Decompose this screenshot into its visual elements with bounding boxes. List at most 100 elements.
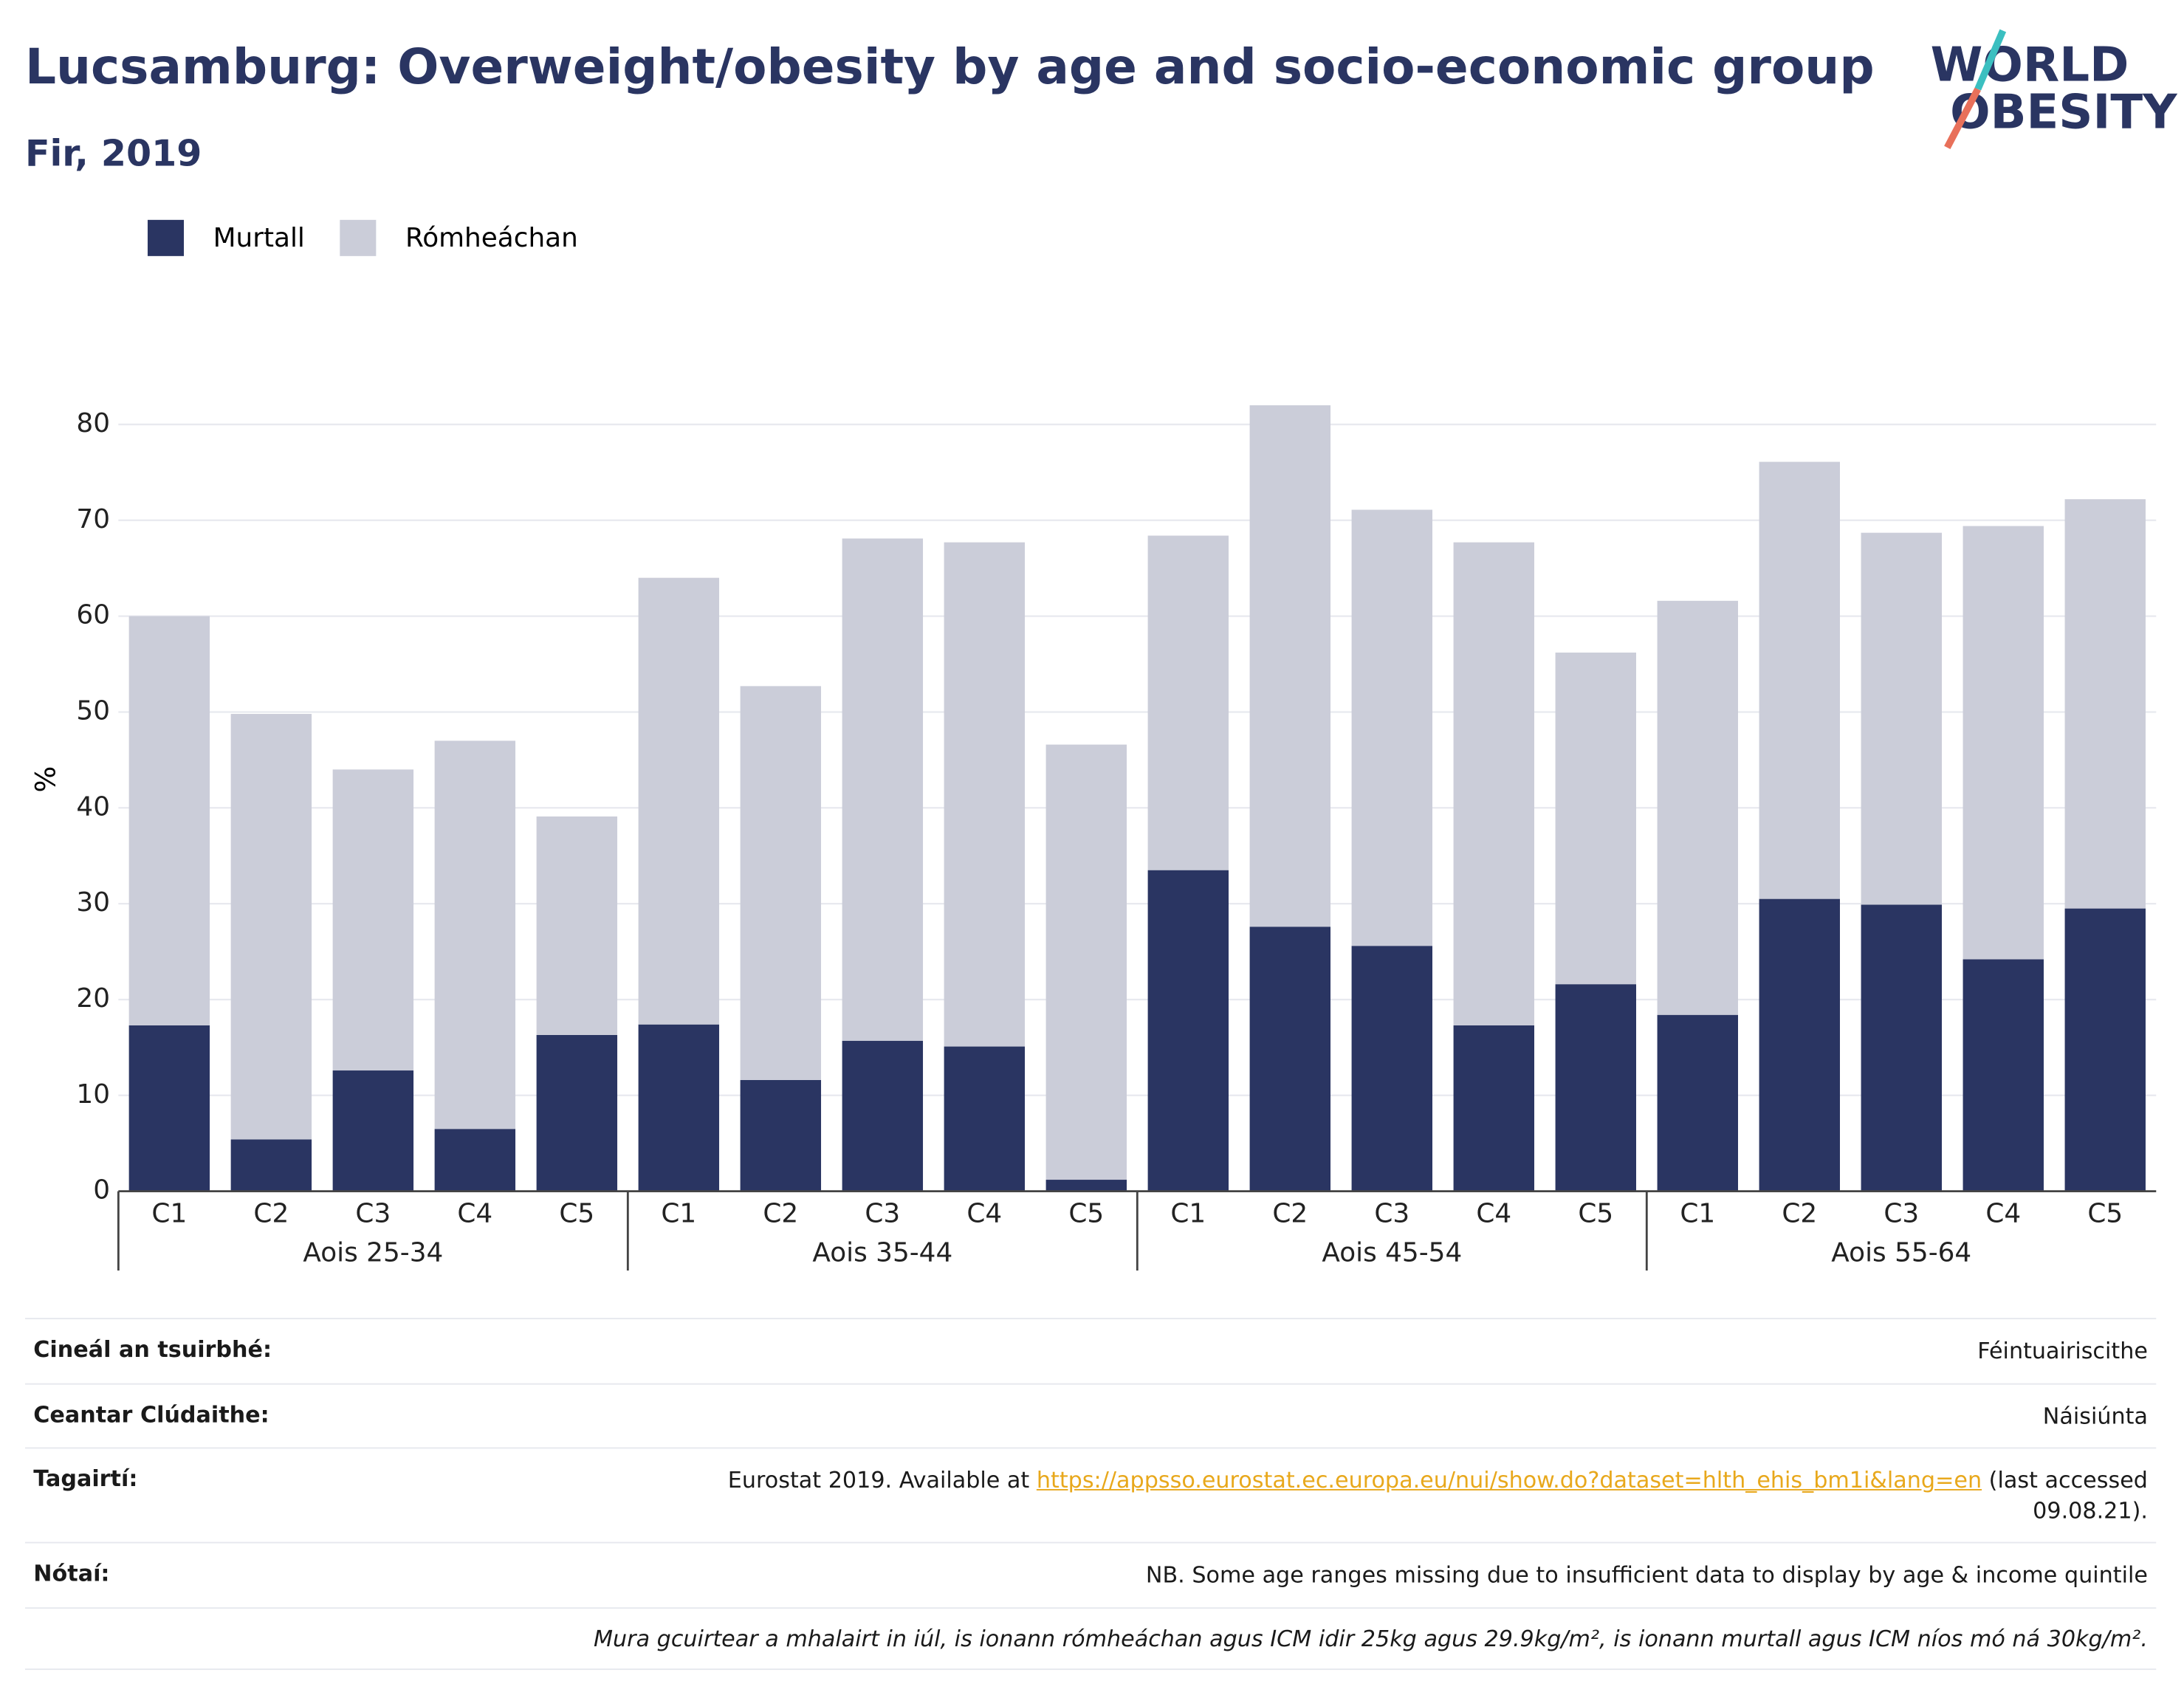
footer-row: Cineál an tsuirbhé: Féintuairiscithe [24, 1318, 2157, 1383]
x-tick-label: C1 [1170, 1199, 1206, 1229]
bar-segment [944, 542, 1026, 1047]
bar-segment [638, 1024, 720, 1192]
x-tick-label: C1 [661, 1199, 696, 1229]
bar-segment [740, 686, 822, 1081]
y-tick-label: 50 [76, 695, 110, 726]
bar-segment [1657, 1014, 1738, 1192]
x-tick-label: C3 [355, 1199, 391, 1229]
y-tick-label: 30 [76, 887, 110, 918]
logo-line2: OBESITY [1950, 84, 2178, 140]
y-tick-label: 70 [76, 504, 110, 534]
chart-subtitle: Fir, 2019 [25, 131, 202, 174]
x-tick-label: C2 [1782, 1199, 1817, 1229]
footer-note: Mura gcuirtear a mhalairt in iúl, is ion… [593, 1625, 2148, 1652]
bar-segment [2064, 499, 2146, 909]
bar-segment [944, 1046, 1026, 1192]
y-axis-label: % [30, 766, 62, 793]
x-tick-label: C3 [865, 1199, 900, 1229]
footer-value: Eurostat 2019. Available at https://apps… [657, 1465, 2148, 1525]
bar-segment [230, 714, 312, 1140]
legend-swatch [147, 219, 185, 256]
footer-label: Nótaí: [33, 1560, 110, 1587]
y-tick-label: 80 [76, 408, 110, 439]
x-tick-label: C4 [1985, 1199, 2021, 1229]
bar-segment [332, 1070, 414, 1192]
x-tick-label: C2 [253, 1199, 289, 1229]
footer-row: Nótaí: NB. Some age ranges missing due to… [24, 1542, 2157, 1607]
bar-segment [1555, 652, 1637, 985]
x-tick-label: C2 [763, 1199, 798, 1229]
x-tick-label: C2 [1272, 1199, 1308, 1229]
footer-value: Náisiúnta [2042, 1402, 2148, 1429]
bar-segment [1555, 984, 1637, 1192]
bar-segment [332, 769, 414, 1071]
footer-value: NB. Some age ranges missing due to insuf… [1145, 1561, 2148, 1589]
bar-segment [1861, 532, 1942, 905]
y-tick-label: 0 [93, 1175, 110, 1206]
bar-segment [1045, 744, 1127, 1180]
bar-segment [434, 1129, 516, 1192]
bar-segment [842, 538, 924, 1041]
footer-label: Cineál an tsuirbhé: [33, 1335, 272, 1363]
group-label: Aois 35-44 [812, 1237, 952, 1268]
bar-segment [1147, 870, 1229, 1192]
bar-segment [1453, 1025, 1535, 1192]
bar-segment [1147, 535, 1229, 870]
bar-segment [128, 1025, 210, 1192]
bar-segment [842, 1040, 924, 1192]
chart: Lucsamburg: Overweight/obesity by age an… [25, 29, 2178, 1271]
bar-segment [1351, 509, 1433, 946]
bar-segment [536, 1034, 618, 1192]
x-tick-label: C4 [966, 1199, 1002, 1229]
y-tick-label: 40 [76, 791, 110, 822]
footer-row: Tagairtí: Eurostat 2019. Available at htt… [24, 1447, 2157, 1543]
footer-label: Tagairtí: [33, 1465, 138, 1493]
x-tick-label: C4 [1476, 1199, 1511, 1229]
y-tick-label: 20 [76, 983, 110, 1014]
bar-segment [1045, 1180, 1127, 1192]
bar-segment [740, 1080, 822, 1192]
x-tick-label: C5 [2087, 1199, 2123, 1229]
bar-segment [1249, 926, 1331, 1192]
bar-segment [1759, 898, 1840, 1192]
reference-text: (last accessed 09.08.21). [1988, 1467, 2148, 1524]
bar-segment [2064, 908, 2146, 1192]
logo-line1: WORLD [1931, 37, 2129, 92]
group-label: Aois 55-64 [1831, 1237, 1971, 1268]
x-tick-label: C4 [457, 1199, 492, 1229]
x-tick-label: C5 [1068, 1199, 1104, 1229]
group-label: Aois 45-54 [1322, 1237, 1462, 1268]
bar-segment [1351, 946, 1433, 1192]
bar-segment [1962, 959, 2044, 1192]
bar-segment [128, 616, 210, 1025]
group-label: Aois 25-34 [303, 1237, 443, 1268]
x-tick-label: C3 [1883, 1199, 1919, 1229]
x-tick-label: C5 [1578, 1199, 1613, 1229]
bar-segment [638, 577, 720, 1025]
reference-link[interactable]: https://appsso.eurostat.ec.europa.eu/nui… [1036, 1467, 1982, 1494]
footer-label: Ceantar Clúdaithe: [33, 1400, 269, 1428]
bar-segment [1453, 542, 1535, 1025]
legend-label: Rómheáchan [405, 223, 578, 253]
logo-slash [1974, 29, 2007, 91]
x-tick-label: C1 [151, 1199, 187, 1229]
logo-slash [1944, 87, 1981, 150]
footer-value: Féintuairiscithe [1977, 1337, 2148, 1364]
x-tick-label: C3 [1374, 1199, 1409, 1229]
bar-segment [1861, 904, 1942, 1192]
bar-segment [1759, 461, 1840, 899]
legend-label: Murtall [213, 223, 305, 253]
footer-row: Ceantar Clúdaithe: Náisiúnta [24, 1382, 2157, 1448]
y-tick-label: 10 [76, 1079, 110, 1110]
bar-segment [230, 1139, 312, 1192]
bar-segment [536, 816, 618, 1035]
bar-segment [1249, 405, 1331, 927]
chart-title: Lucsamburg: Overweight/obesity by age an… [25, 38, 1875, 95]
reference-text: Eurostat 2019. Available at [727, 1467, 1030, 1494]
y-tick-label: 60 [76, 600, 110, 630]
footer: Cineál an tsuirbhé: Féintuairiscithe Ceant… [24, 1318, 2157, 1671]
bar-segment [1962, 526, 2044, 960]
footer-row: Mura gcuirtear a mhalairt in iúl, is ion… [24, 1607, 2157, 1671]
